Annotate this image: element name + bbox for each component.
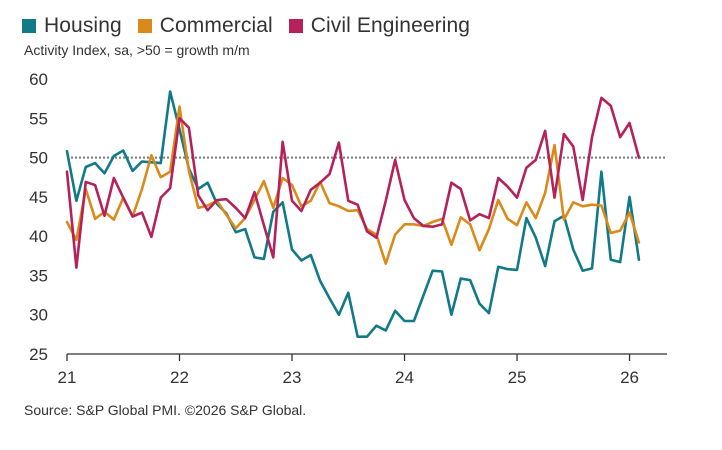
y-tick-label: 50 [29, 149, 48, 168]
series-line-commercial [65, 105, 641, 265]
x-tick-label: 22 [170, 368, 189, 387]
chart-subtitle: Activity Index, sa, >50 = growth m/m [24, 42, 250, 58]
y-tick-label: 60 [29, 70, 48, 89]
x-tick-label: 25 [508, 368, 527, 387]
legend-item-3: Civil Engineering [288, 14, 471, 38]
legend-item-1: Housing [22, 14, 122, 38]
y-tick-label: 55 [29, 109, 48, 128]
legend-label: Housing [44, 14, 122, 37]
series-line-housing [65, 90, 641, 339]
y-tick-label: 35 [29, 266, 48, 285]
legend-swatch [22, 19, 36, 33]
legend-label: Civil Engineering [310, 14, 471, 37]
y-tick-label: 45 [29, 188, 48, 207]
y-tick-label: 25 [29, 345, 48, 364]
y-tick-label: 40 [29, 227, 48, 246]
legend-swatch [288, 19, 303, 33]
x-tick-label: 24 [395, 368, 414, 387]
chart-legend: Housing Commercial Civil Engineering [22, 14, 486, 38]
legend-swatch [137, 19, 152, 33]
legend-item-2: Commercial [137, 14, 273, 38]
x-tick-label: 21 [58, 368, 77, 387]
legend-label: Commercial [159, 14, 273, 37]
y-tick-label: 30 [29, 306, 48, 325]
series-line-civil-engineering [65, 96, 641, 269]
x-tick-label: 23 [283, 368, 302, 387]
source-note: Source: S&P Global PMI. ©2026 S&P Global… [24, 402, 307, 418]
x-tick-label: 26 [620, 368, 639, 387]
